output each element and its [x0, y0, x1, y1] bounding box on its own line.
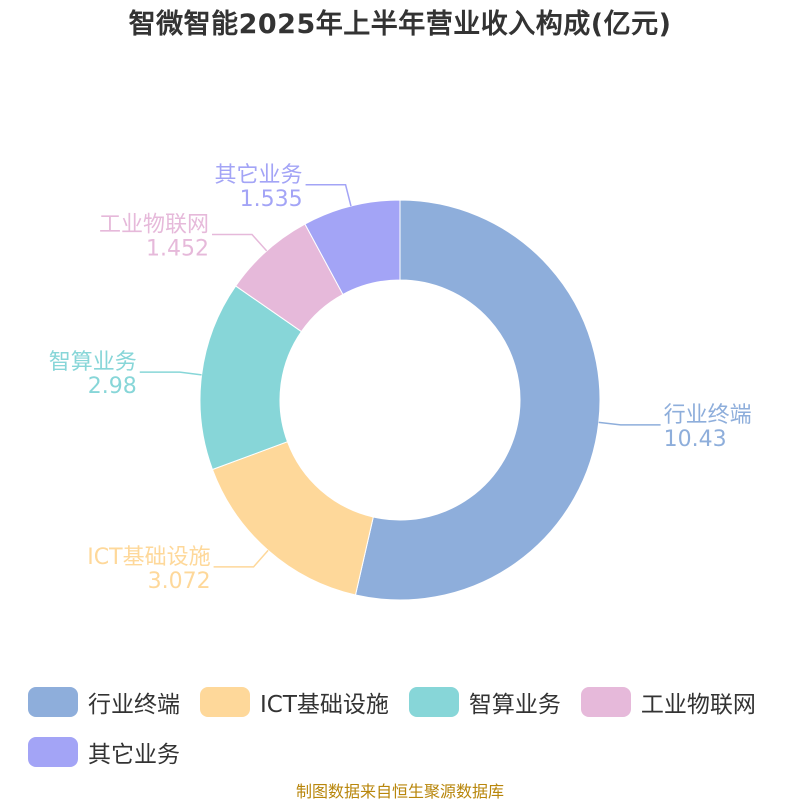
legend-label: 智算业务: [468, 692, 561, 718]
slice-label-value: 2.98: [88, 374, 137, 399]
source-note: 制图数据来自恒生聚源数据库: [295, 782, 504, 801]
slice-label-value: 10.43: [664, 427, 727, 452]
legend-swatch: [200, 687, 250, 717]
slice-label-value: 3.072: [148, 569, 211, 594]
slice-label-name: 其它业务: [215, 163, 303, 188]
leader-line-4: [212, 233, 268, 252]
slice-2: [211, 441, 374, 596]
legend-swatch: [408, 687, 459, 717]
legend-swatch: [28, 737, 78, 767]
chart-legend: 行业终端 ICT基础设施 智算业务 工业物联网其它业务: [28, 686, 788, 768]
legend-item[interactable]: 行业终端: [28, 686, 180, 718]
legend-item[interactable]: 其它业务: [28, 736, 180, 768]
leader-line-3: [139, 371, 202, 376]
slice-label-name: 智算业务: [49, 350, 137, 375]
legend-item[interactable]: ICT基础设施: [200, 686, 389, 718]
slice-label-name: ICT基础设施: [87, 545, 210, 570]
legend-swatch: [28, 687, 78, 717]
slice-label-value: 1.535: [240, 187, 303, 212]
chart-title: 智微智能2025年上半年营业收入构成(亿元): [128, 9, 672, 40]
slice-label-name: 工业物联网: [99, 213, 209, 238]
slice-1: [354, 199, 601, 601]
slice-5: [304, 199, 401, 296]
legend-item[interactable]: 工业物联网: [580, 686, 756, 718]
slice-label-value: 1.452: [146, 237, 209, 262]
legend-swatch: [580, 687, 631, 717]
legend-label: 其它业务: [88, 742, 180, 768]
legend-label: ICT基础设施: [260, 692, 389, 718]
legend-label: 行业终端: [88, 692, 180, 718]
slice-label-name: 行业终端: [664, 403, 752, 428]
legend-item[interactable]: 智算业务: [408, 686, 561, 718]
leader-line-1: [598, 421, 661, 426]
leader-line-2: [213, 549, 269, 568]
leader-line-5: [305, 184, 352, 207]
legend-label: 工业物联网: [640, 692, 756, 718]
